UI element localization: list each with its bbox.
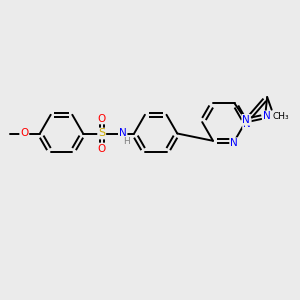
Text: CH₃: CH₃ <box>273 112 289 121</box>
Text: N: N <box>263 111 271 122</box>
Text: O: O <box>98 143 106 154</box>
Text: N: N <box>230 138 238 148</box>
Text: H: H <box>123 137 130 146</box>
Text: O: O <box>20 128 28 139</box>
Text: N: N <box>243 118 251 129</box>
Text: O: O <box>98 113 106 124</box>
Text: S: S <box>98 128 105 139</box>
Text: N: N <box>242 115 250 125</box>
Text: N: N <box>119 128 127 139</box>
